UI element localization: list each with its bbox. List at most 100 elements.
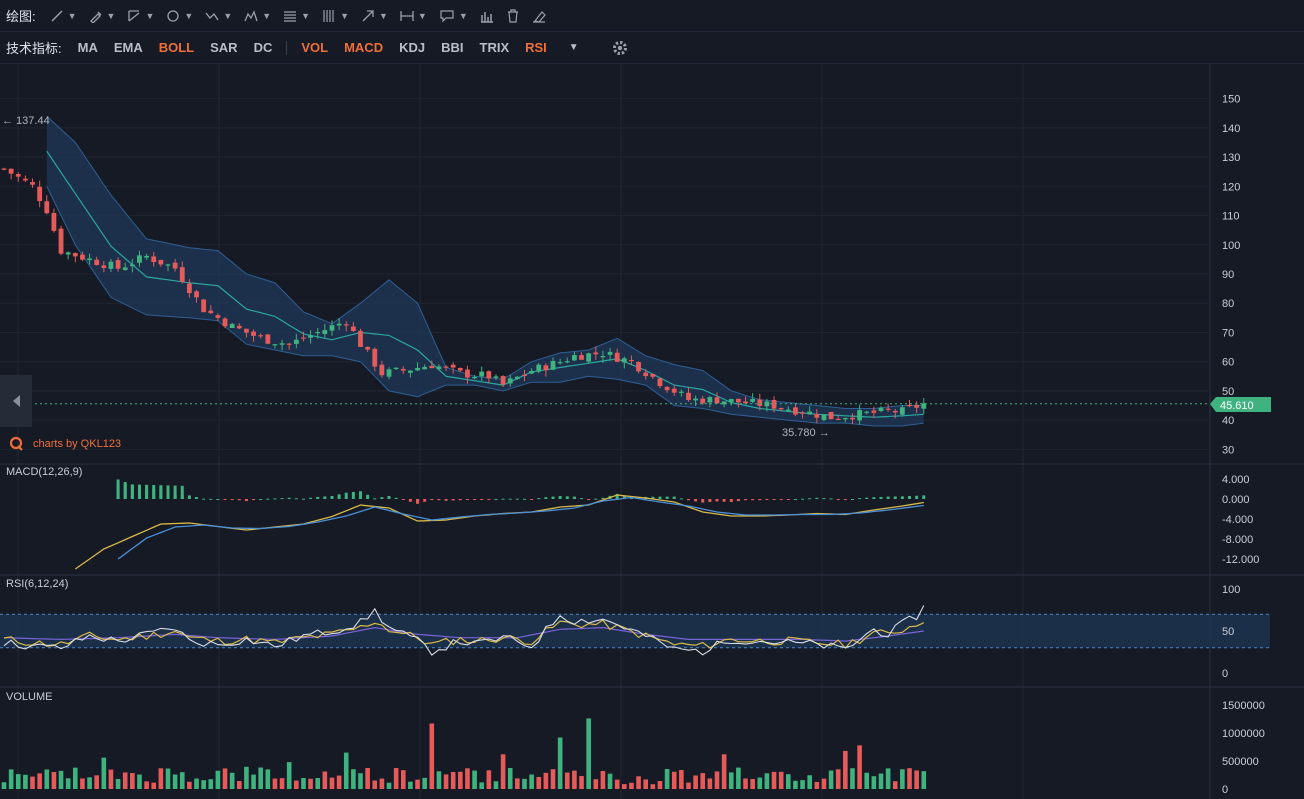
rsi-tick: 50 xyxy=(1222,626,1234,638)
price-tick: 100 xyxy=(1222,240,1240,252)
indicator-boll[interactable]: BOLL xyxy=(158,40,195,55)
candle-body xyxy=(101,265,107,269)
macd-histogram-bar xyxy=(594,498,598,500)
volume-bar xyxy=(907,768,912,789)
candle-body xyxy=(251,331,256,336)
indicator-macd[interactable]: MACD xyxy=(344,40,384,55)
macd-histogram-bar xyxy=(195,497,199,499)
candle-body xyxy=(778,408,784,410)
macd-histogram-bar xyxy=(473,499,477,500)
candle-body xyxy=(30,182,35,185)
volume-bar xyxy=(286,762,292,789)
volume-bar xyxy=(30,776,35,789)
candle-body xyxy=(208,310,214,314)
candle-body xyxy=(37,186,43,202)
candle-body xyxy=(793,407,798,415)
volume-bar xyxy=(101,757,107,789)
candle-body xyxy=(828,411,834,420)
volume-bar xyxy=(272,778,278,789)
macd-histogram-bar xyxy=(786,499,790,500)
indicator-ema[interactable]: EMA xyxy=(113,40,143,55)
line-tool-icon[interactable]: ▼ xyxy=(50,9,77,23)
volume-bar xyxy=(322,771,328,789)
volume-bar xyxy=(179,772,185,789)
macd-histogram-bar xyxy=(651,496,655,499)
trash-icon[interactable] xyxy=(506,8,520,23)
rsi-panel: 100 50 0 xyxy=(0,584,1270,680)
fib-levels-icon[interactable]: ▼ xyxy=(283,9,310,23)
macd-histogram-bar xyxy=(116,484,120,499)
macd-histogram-bar xyxy=(330,496,334,499)
more-indicators-chevron-down-icon[interactable]: ▼ xyxy=(568,42,579,53)
volume-bar xyxy=(586,718,591,789)
indicator-vol[interactable]: VOL xyxy=(301,40,329,55)
indicator-bbi[interactable]: BBI xyxy=(441,40,464,55)
macd-histogram-bar xyxy=(280,498,284,500)
macd-histogram-bar xyxy=(665,496,669,499)
drawing-toolbar: 绘图: ▼ ▼ ▼ ▼ ▼ ▼ ▼ ▼ ▼ ▼ ▼ xyxy=(0,0,1304,32)
candle-body xyxy=(757,399,763,406)
brush-tool-icon[interactable]: ▼ xyxy=(89,9,115,23)
macd-dif-line xyxy=(74,494,924,570)
macd-histogram-bar xyxy=(622,495,626,499)
rsi-tick: 0 xyxy=(1222,668,1228,680)
candlesticks xyxy=(0,167,1210,425)
last-price-value: 45.610 xyxy=(1220,400,1254,412)
chart-canvas[interactable]: 4.000 0.000 -4.000 -8.000 -12.000 100 50 0 150… xyxy=(0,64,1304,799)
macd-histogram-bar xyxy=(337,494,341,499)
candle-body xyxy=(258,335,264,337)
measure-tool-icon[interactable]: ▼ xyxy=(400,9,427,23)
zigzag-tool-icon[interactable]: ▼ xyxy=(205,9,232,23)
circle-tool-icon[interactable]: ▼ xyxy=(166,9,193,23)
candle-body xyxy=(286,343,292,345)
candle-body xyxy=(108,261,114,269)
indicator-dc[interactable]: DC xyxy=(253,40,273,55)
candle-body xyxy=(643,372,649,377)
indicator-kdj[interactable]: KDJ xyxy=(399,40,426,55)
vertical-lines-icon[interactable]: ▼ xyxy=(322,9,349,23)
candle-body xyxy=(172,262,178,269)
candle-body xyxy=(236,325,242,329)
volume-bar xyxy=(614,779,620,789)
candle-body xyxy=(671,388,677,393)
candle-body xyxy=(129,264,135,267)
scroll-left-button[interactable] xyxy=(0,375,32,427)
macd-histogram-bar xyxy=(180,485,184,499)
candle-body xyxy=(500,376,506,385)
candle-body xyxy=(600,356,606,358)
volume-bar xyxy=(372,780,378,789)
eraser-icon[interactable] xyxy=(532,9,546,23)
volume-bar xyxy=(58,770,64,789)
polyline-tool-icon[interactable]: ▼ xyxy=(127,9,154,23)
candle-body xyxy=(329,325,335,331)
volume-bar xyxy=(486,770,492,789)
volume-bar xyxy=(158,768,164,789)
bar-chart-icon[interactable] xyxy=(480,9,494,23)
macd-histogram-bar xyxy=(216,499,220,500)
indicator-ma[interactable]: MA xyxy=(77,40,98,55)
indicator-sar[interactable]: SAR xyxy=(210,40,238,55)
gear-icon[interactable] xyxy=(611,39,629,57)
macd-histogram-bar xyxy=(658,496,662,499)
macd-histogram-bar xyxy=(672,496,676,499)
macd-histogram-bar xyxy=(893,496,897,499)
candle-body xyxy=(657,378,663,387)
candle-body xyxy=(465,369,470,378)
candle-body xyxy=(222,318,228,327)
macd-histogram-bar xyxy=(394,497,398,499)
candle-body xyxy=(415,367,420,371)
indicator-trix[interactable]: TRIX xyxy=(479,40,510,55)
volume-bar xyxy=(607,773,613,789)
comment-tool-icon[interactable]: ▼ xyxy=(439,9,468,23)
volume-bar xyxy=(714,771,720,789)
pattern-tool-icon[interactable]: ▼ xyxy=(244,9,271,23)
candle-body xyxy=(579,355,584,360)
candle-body xyxy=(586,353,592,362)
volume-tick: 1500000 xyxy=(1222,700,1265,712)
indicator-rsi[interactable]: RSI xyxy=(525,40,547,55)
volume-bar xyxy=(671,771,677,789)
volume-bar xyxy=(472,770,477,789)
volume-bar xyxy=(493,781,499,789)
macd-histogram-bar xyxy=(359,491,362,499)
arrow-tool-icon[interactable]: ▼ xyxy=(361,9,388,23)
